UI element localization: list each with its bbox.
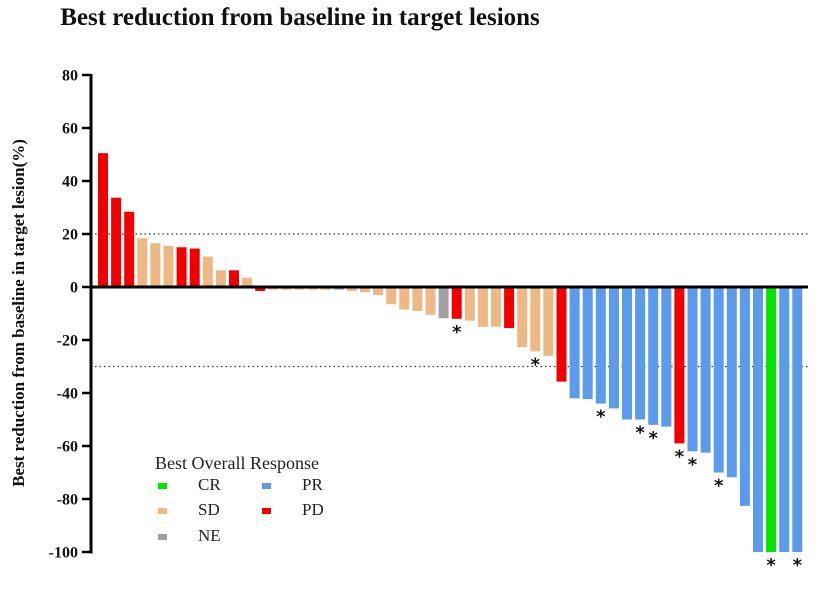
y-tick-label: 20 (62, 227, 78, 244)
y-tick-label: -60 (57, 439, 78, 456)
asterisk-marker: * (793, 555, 803, 576)
bar-pr (608, 287, 619, 409)
legend-swatch-ne (158, 534, 167, 540)
legend-title: Best Overall Response (155, 453, 319, 473)
y-tick-label: 60 (62, 121, 78, 138)
bar-sd (412, 287, 423, 311)
legend-swatch-cr (158, 483, 167, 489)
chart-title: Best reduction from baseline in target l… (60, 4, 540, 31)
bar-cr (766, 287, 777, 552)
asterisk-marker: * (596, 407, 606, 428)
asterisk-marker: * (531, 354, 541, 375)
bar-sd (530, 287, 541, 352)
y-axis-label: Best reduction from baseline in target l… (9, 139, 28, 487)
axes-group: 80 60 40 20 0 -20 -40 -60 -80 -100 (49, 68, 808, 562)
bar-sd (137, 238, 148, 287)
bar-pr (569, 287, 580, 399)
legend-label-sd: SD (198, 500, 220, 519)
asterisk-marker: * (766, 555, 776, 576)
markers-group: **** ** *** * (452, 322, 803, 576)
asterisk-marker: * (714, 476, 724, 497)
bar-pr (713, 287, 724, 473)
bar-sd (543, 287, 554, 356)
bar-pd (255, 287, 266, 291)
y-tick-label: -80 (57, 492, 78, 509)
asterisk-marker: * (635, 423, 645, 444)
bar-pd (674, 287, 685, 444)
bar-pr (687, 287, 698, 452)
bar-pr (661, 287, 672, 427)
bar-pd (504, 287, 515, 329)
asterisk-marker: * (675, 446, 685, 467)
asterisk-marker: * (452, 322, 462, 343)
bar-pr (648, 287, 659, 425)
bar-ne (438, 287, 449, 319)
bar-sd (150, 243, 161, 287)
bar-pr (726, 287, 737, 478)
legend-label-pd: PD (302, 500, 324, 519)
bar-pr (622, 287, 632, 420)
y-tick-label: -40 (57, 386, 78, 403)
bar-pd (229, 270, 239, 287)
bar-sd (215, 270, 226, 287)
bar-sd (242, 277, 253, 287)
bar-sd (464, 287, 475, 321)
bar-sd (360, 287, 370, 293)
bar-sd (202, 256, 213, 287)
bar-pd (189, 248, 200, 287)
bar-pr (700, 287, 711, 453)
asterisk-marker: * (688, 454, 698, 475)
y-tick-label: 0 (70, 280, 78, 297)
y-tick-label: 40 (62, 174, 78, 191)
bar-pr (779, 287, 790, 552)
bar-sd (491, 287, 501, 327)
bar-pr (753, 287, 763, 552)
asterisk-marker: * (648, 428, 658, 449)
bar-sd (346, 287, 357, 291)
bar-sd (163, 245, 174, 287)
bar-pr (582, 287, 593, 400)
bar-pd (556, 287, 567, 382)
legend-swatch-sd (158, 508, 167, 514)
bar-pd (111, 197, 122, 287)
legend: Best Overall Response CR PR SD PD NE (155, 453, 324, 545)
bar-pd (98, 153, 108, 287)
bar-sd (477, 287, 488, 327)
bar-sd (386, 287, 397, 305)
y-tick-label: -100 (49, 545, 78, 562)
bar-pd (124, 211, 135, 287)
bar-pr (635, 287, 646, 420)
bar-sd (517, 287, 528, 348)
bar-sd (425, 287, 436, 315)
y-tick-label: 80 (62, 68, 78, 85)
bar-sd (373, 287, 384, 295)
bar-sd (399, 287, 410, 310)
bar-pr (792, 287, 803, 552)
legend-label-cr: CR (198, 475, 221, 494)
legend-label-pr: PR (302, 475, 323, 494)
bars-group (98, 153, 803, 552)
bar-pr (739, 287, 750, 506)
bar-pr (595, 287, 606, 404)
bar-pd (176, 247, 187, 287)
legend-swatch-pd (262, 508, 271, 514)
bar-pd (451, 287, 462, 319)
legend-label-ne: NE (198, 526, 221, 545)
y-tick-label: -20 (57, 333, 78, 350)
legend-swatch-pr (262, 483, 271, 489)
